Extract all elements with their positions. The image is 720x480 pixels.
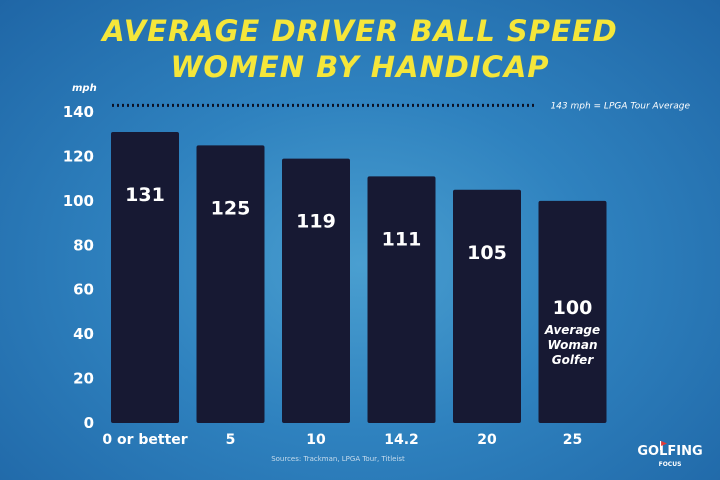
data-label: 105 [467, 242, 507, 264]
x-axis: 0 or better 5 10 14.2 20 25 [102, 432, 582, 448]
data-label: 100 [553, 297, 593, 319]
y-tick-label: 20 [73, 370, 94, 388]
y-axis: 0 20 40 60 80 100 120 140 [63, 103, 94, 432]
chart-title-line-1: AVERAGE DRIVER BALL SPEED [102, 14, 618, 48]
bar-annotation-line: Woman [548, 338, 598, 352]
bar [111, 131, 179, 423]
bar [538, 200, 607, 423]
y-tick-label: 140 [63, 103, 94, 121]
y-tick-label: 120 [63, 147, 94, 165]
x-tick-label: 25 [563, 432, 582, 448]
data-label: 119 [296, 211, 336, 233]
x-tick-label: 0 or better [102, 432, 187, 448]
chart-title-line-2: WOMEN BY HANDICAP [170, 50, 550, 84]
y-tick-label: 100 [63, 192, 94, 210]
source-credit: Sources: Trackman, LPGA Tour, Titleist [271, 455, 405, 463]
logo-flag-icon [661, 441, 667, 446]
y-tick-label: 60 [73, 281, 94, 299]
y-axis-unit-label: mph [72, 83, 97, 94]
x-tick-label: 14.2 [384, 432, 419, 448]
logo-text-focus: FOCUS [659, 461, 682, 468]
logo-text-golfing: GOLFING [637, 444, 702, 459]
data-label: 111 [382, 228, 422, 250]
golfing-focus-logo: GOLFING FOCUS [637, 441, 703, 468]
x-tick-label: 5 [226, 432, 236, 448]
bars-group [111, 131, 607, 424]
reference-line-group: 143 mph = LPGA Tour Average [112, 101, 690, 111]
reference-line-label: 143 mph = LPGA Tour Average [550, 101, 690, 111]
bar [453, 189, 521, 423]
bar-annotation-line: Average [544, 323, 600, 337]
x-tick-label: 20 [477, 432, 497, 448]
bar [282, 158, 350, 423]
data-label: 131 [125, 184, 165, 206]
bar-annotation-line: Golfer [552, 353, 595, 367]
x-tick-label: 10 [306, 432, 326, 448]
y-tick-label: 0 [84, 414, 94, 432]
bar [196, 145, 265, 424]
logo-flag-pole [660, 441, 662, 450]
y-tick-label: 40 [73, 325, 94, 343]
bar [367, 176, 436, 423]
data-label: 125 [211, 197, 251, 219]
y-tick-label: 80 [73, 236, 94, 254]
